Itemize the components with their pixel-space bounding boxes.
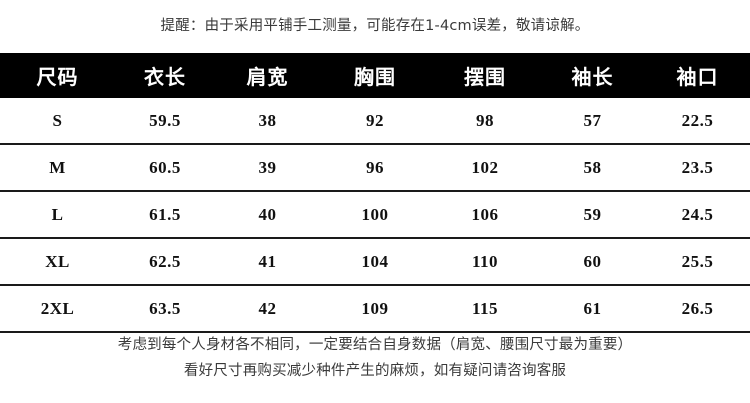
cell-shoulder: 41 xyxy=(215,237,320,285)
cell-hem: 98 xyxy=(476,110,494,130)
cell-size: XL xyxy=(0,237,115,285)
cell-hem: 102 xyxy=(430,143,540,191)
table-row: M 60.5 39 96 102 58 23.5 xyxy=(0,143,750,191)
cell-sleeve-length: 60 xyxy=(540,237,645,285)
column-header-hem: 摆围 xyxy=(464,65,506,89)
note-line-customer-service: 看好尺寸再购买减少种件产生的麻烦，如有疑问请咨询客服 xyxy=(183,363,567,379)
cell-length: 63.5 xyxy=(115,284,215,333)
cell-bust: 100 xyxy=(320,190,430,238)
cell-bust: 96 xyxy=(320,143,430,191)
cell-shoulder: 40 xyxy=(215,190,320,238)
cell-length: 59.5 xyxy=(149,110,181,130)
cell-cuff: 26.5 xyxy=(645,284,750,333)
cell-shoulder: 42 xyxy=(215,284,320,333)
note-line-body-shape: 考虑到每个人身材各不相同，一定要结合自身数据（肩宽、腰围尺寸最为重要） xyxy=(117,337,633,353)
table-row: S 59.5 38 92 98 57 22.5 xyxy=(0,98,750,144)
measurement-reminder-text: 提醒：由于采用平铺手工测量，可能存在1-4cm误差，敬请谅解。 xyxy=(160,18,590,34)
cell-hem: 110 xyxy=(430,237,540,285)
cell-sleeve-length: 59 xyxy=(540,190,645,238)
cell-size: L xyxy=(0,190,115,238)
table-row: L 61.5 40 100 106 59 24.5 xyxy=(0,190,750,238)
cell-hem: 115 xyxy=(430,284,540,333)
column-header-size: 尺码 xyxy=(36,65,79,89)
size-advice-notes: 考虑到每个人身材各不相同，一定要结合自身数据（肩宽、腰围尺寸最为重要） 看好尺寸… xyxy=(0,332,750,384)
column-header-length: 衣长 xyxy=(144,65,186,89)
cell-length: 60.5 xyxy=(115,143,215,191)
cell-cuff: 23.5 xyxy=(645,143,750,191)
cell-cuff: 24.5 xyxy=(645,190,750,238)
table-row: 2XL 63.5 42 109 115 61 26.5 xyxy=(0,284,750,333)
cell-sleeve-length: 61 xyxy=(540,284,645,333)
column-header-bust: 胸围 xyxy=(354,65,396,89)
column-header-shoulder: 肩宽 xyxy=(246,65,289,89)
column-header-sleeve-length: 袖长 xyxy=(571,65,614,89)
table-header: 尺码 衣长 肩宽 胸围 摆围 袖长 袖口 xyxy=(0,53,750,98)
cell-length: 61.5 xyxy=(115,190,215,238)
cell-cuff: 25.5 xyxy=(645,237,750,285)
table-body: S 59.5 38 92 98 57 22.5 M 60.5 39 96 102… xyxy=(0,98,750,333)
cell-length: 62.5 xyxy=(115,237,215,285)
cell-hem: 106 xyxy=(430,190,540,238)
cell-cuff: 22.5 xyxy=(681,110,714,130)
cell-shoulder: 38 xyxy=(258,110,277,130)
cell-shoulder: 39 xyxy=(215,143,320,191)
table-header-row: 尺码 衣长 肩宽 胸围 摆围 袖长 袖口 xyxy=(0,53,750,98)
cell-size: 2XL xyxy=(0,284,115,333)
table-row: XL 62.5 41 104 110 60 25.5 xyxy=(0,237,750,285)
cell-bust: 109 xyxy=(320,284,430,333)
cell-size: S xyxy=(52,110,63,130)
cell-size: M xyxy=(0,143,115,191)
size-chart-table: 尺码 衣长 肩宽 胸围 摆围 袖长 袖口 S 59.5 38 92 98 57 … xyxy=(0,53,750,333)
cell-bust: 104 xyxy=(320,237,430,285)
cell-bust: 92 xyxy=(366,110,384,130)
cell-sleeve-length: 58 xyxy=(540,143,645,191)
column-header-cuff: 袖口 xyxy=(676,65,719,89)
cell-sleeve-length: 57 xyxy=(583,110,602,130)
